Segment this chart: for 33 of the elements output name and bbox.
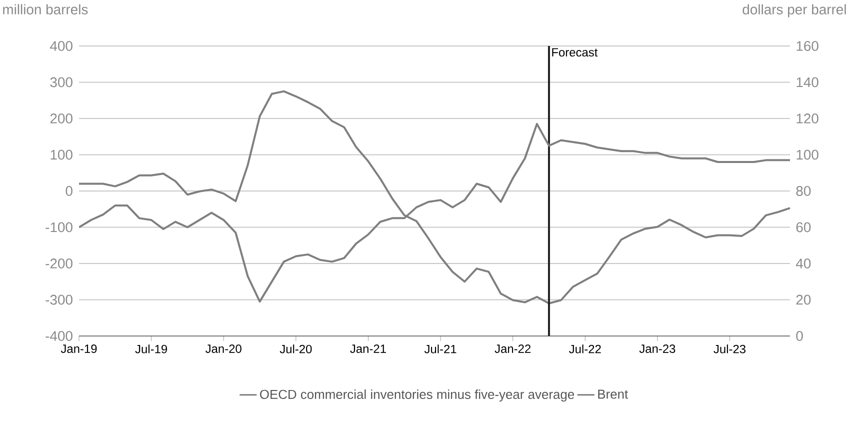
y2-tick-label: 80	[796, 186, 811, 196]
x-tick-label: Jan-21	[350, 344, 386, 353]
y2-axis-title: dollars per barrel	[742, 4, 846, 18]
x-tick-label: Jan-20	[206, 344, 242, 353]
x-tick-label: Jul-23	[714, 344, 746, 354]
y-axis-title: million barrels	[3, 4, 88, 14]
y-tick-label: -300	[46, 294, 72, 305]
x-tick-label: Jul-21	[424, 344, 456, 354]
x-tick-label: Jul-20	[280, 344, 312, 354]
y2-tick-label: 20	[796, 294, 811, 305]
y2-tick-label: 120	[796, 114, 818, 124]
y-tick-label: -100	[46, 222, 72, 232]
y-tick-label: 0	[66, 186, 72, 196]
y2-tick-label: 160	[796, 41, 818, 51]
y-tick-label: -400	[46, 331, 72, 341]
y2-tick-label: 140	[796, 77, 818, 88]
x-tick-label: Jan-22	[494, 344, 531, 353]
legend-label: Brent	[598, 390, 628, 399]
y-tick-label: 200	[50, 114, 72, 124]
y-tick-label: -200	[46, 258, 72, 268]
y2-tick-label: 40	[796, 258, 811, 268]
y2-tick-label: 100	[796, 150, 818, 160]
x-tick-label: Jan-19	[60, 344, 97, 353]
x-tick-label: Jan-23	[639, 344, 676, 353]
y2-tick-label: 60	[796, 222, 811, 232]
y-tick-label: 300	[50, 77, 72, 88]
y2-tick-label: 0	[796, 331, 803, 341]
x-tick-label: Jul-22	[569, 344, 601, 354]
x-tick-label: Jul-19	[135, 344, 168, 354]
legend-label: OECD commercial inventories minus five-year average	[260, 389, 574, 402]
y-tick-label: 100	[50, 150, 72, 160]
ref-line-label: Forecast	[552, 48, 598, 57]
y-tick-label: 400	[50, 41, 72, 51]
